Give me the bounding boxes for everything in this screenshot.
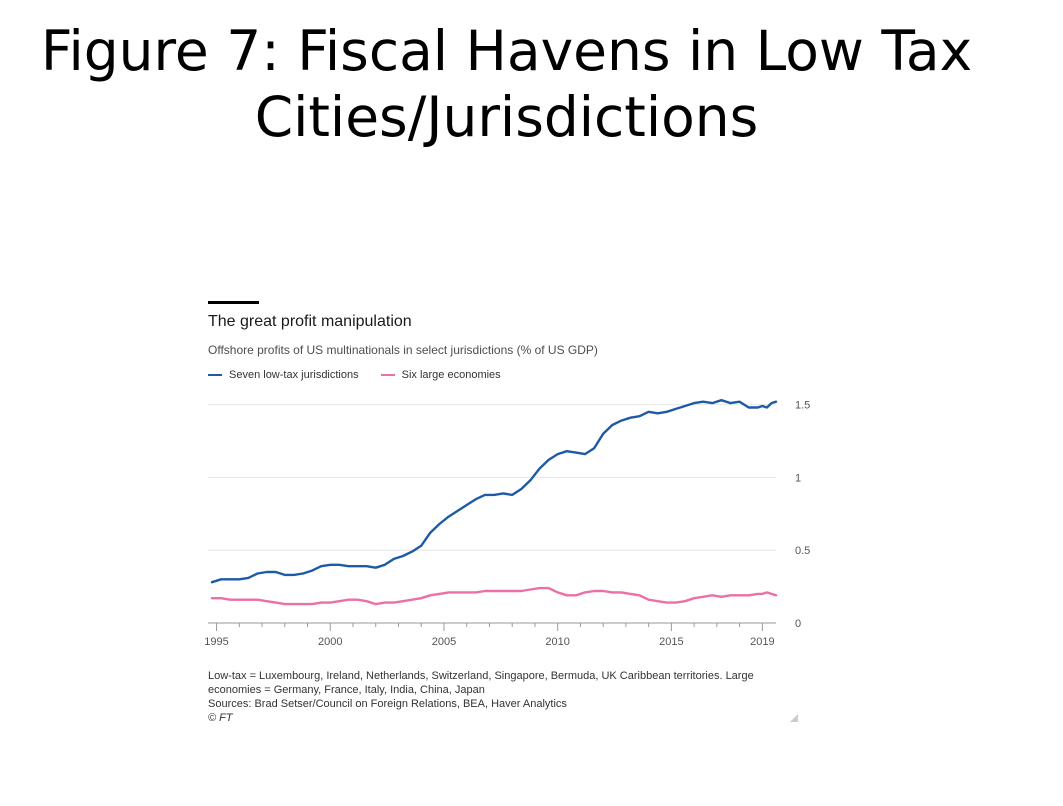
y-tick-label: 1.5 [795,400,810,412]
legend-swatch-low-tax [208,374,222,376]
chart-title: The great profit manipulation [208,313,412,330]
chart-legend: Seven low-tax jurisdictions Six large ec… [208,369,501,381]
footnote-definition: Low-tax = Luxembourg, Ireland, Netherlan… [208,670,754,696]
footnote-sources: Sources: Brad Setser/Council on Foreign … [208,698,567,710]
legend-item-large: Six large economies [380,369,501,381]
legend-label-low-tax: Seven low-tax jurisdictions [229,369,359,381]
x-tick-label: 2010 [545,636,569,648]
chart-subtitle: Offshore profits of US multinationals in… [208,343,598,357]
slide-title-line-1: Figure 7: Fiscal Havens in Low Tax [40,19,973,83]
legend-label-large: Six large economies [401,369,501,381]
x-tick-label: 2019 [750,636,774,648]
x-tick-label: 2000 [318,636,342,648]
x-tick-label: 2015 [659,636,683,648]
chart-ticks: 0 0.5 1 1.5 1995 2000 2005 2010 2015 2019 [204,400,810,648]
legend-item-low-tax: Seven low-tax jurisdictions [208,369,359,381]
series-line-low-tax [210,399,778,584]
x-tick-label: 2005 [432,636,456,648]
series-line-large [210,586,778,606]
chart-series [210,399,778,606]
slide-title-line-2: Cities/Jurisdictions [254,85,759,149]
resize-handle-icon [790,714,798,722]
chart-plot: 0 0.5 1 1.5 1995 2000 2005 2010 2015 2019 [204,399,810,648]
slide-title: Figure 7: Fiscal Havens in Low Tax Citie… [0,18,1013,150]
chart-footnote: Low-tax = Luxembourg, Ireland, Netherlan… [208,669,798,725]
y-tick-label: 1 [795,472,801,484]
legend-swatch-large [380,374,395,376]
chart-header-rule [208,301,259,304]
chart-grid [208,404,776,624]
y-tick-label: 0.5 [795,545,810,557]
footnote-copyright: © FT [208,712,233,724]
x-tick-label: 1995 [204,636,228,648]
y-tick-label: 0 [795,618,801,630]
